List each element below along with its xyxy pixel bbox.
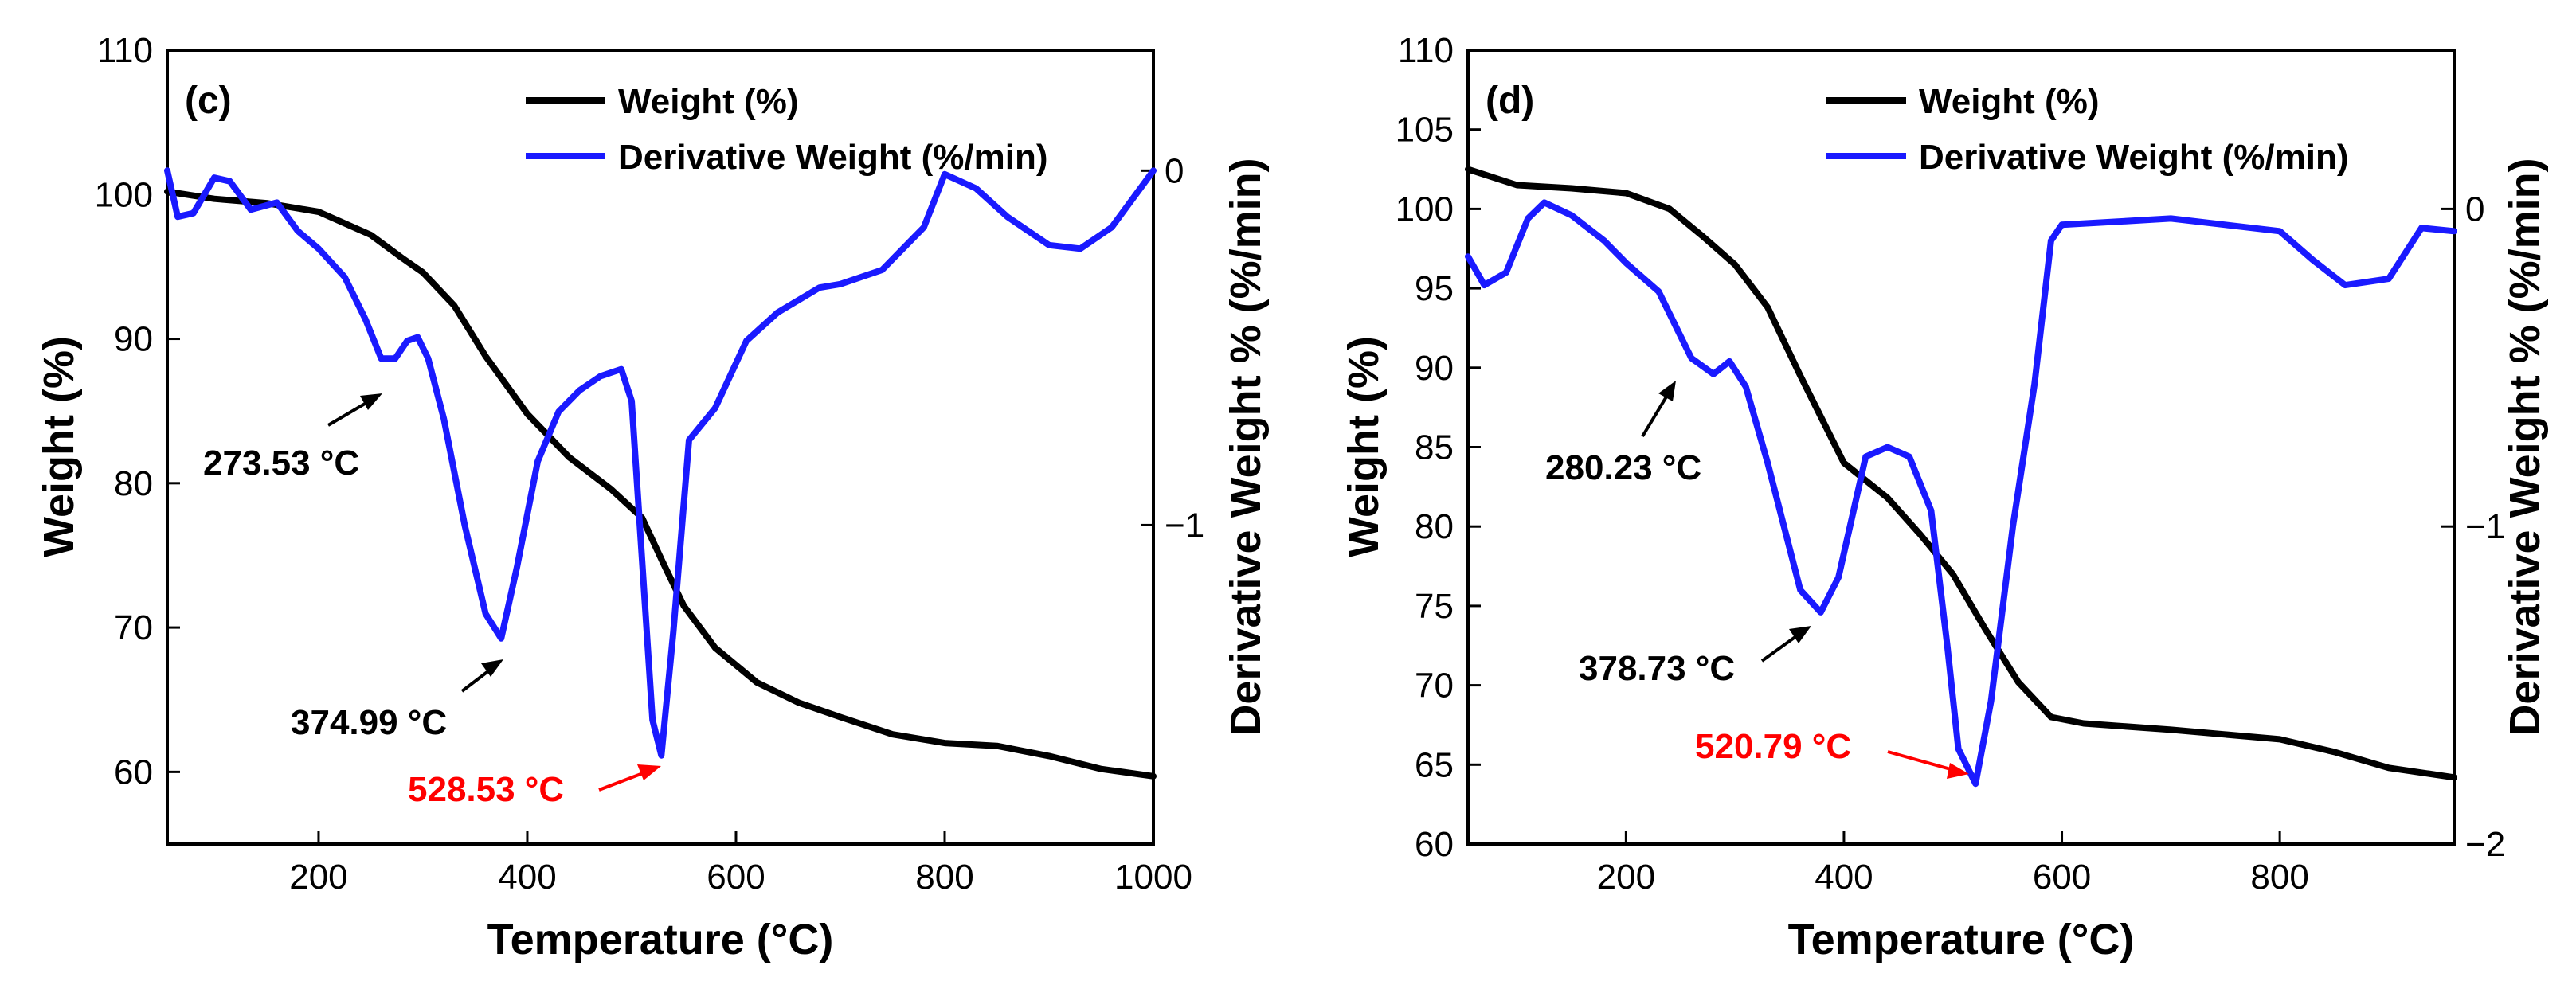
legend-d: Weight (%) Derivative Weight (%/min) [1826, 82, 2349, 177]
y-axis-label-d: Weight (%) [1340, 336, 1388, 557]
weight-curve-c [164, 188, 1157, 780]
x-tick-label-d-2: 600 [2033, 858, 2091, 897]
legend-c: Weight (%) Derivative Weight (%/min) [526, 82, 1048, 177]
peak-annotation-2-c: 374.99 °C [291, 703, 447, 742]
y2-axis-label-d: Derivative Weight % (%/min) [2501, 158, 2549, 735]
x-axis-c: 200 400 600 800 1000 [289, 831, 1192, 897]
y-axis-label-c: Weight (%) [35, 336, 83, 557]
y-tick-label-d-5: 85 [1415, 428, 1454, 467]
panel-label-c: (c) [185, 80, 232, 122]
y-tick-label-d-3: 75 [1415, 587, 1454, 626]
legend-label-derivative-c: Derivative Weight (%/min) [618, 138, 1048, 177]
y2-tick-label-c-0: 0 [1165, 151, 1184, 190]
legend-label-weight-c: Weight (%) [618, 82, 799, 121]
y2-tick-label-d-0: 0 [2465, 190, 2484, 229]
curves-d [1465, 166, 2457, 788]
y-axis-right-c: 0 −1 [1141, 151, 1204, 545]
y-tick-label-c-1: 70 [114, 608, 153, 647]
y2-axis-label-c: Derivative Weight % (%/min) [1222, 158, 1270, 735]
x-axis-label-c: Temperature (°C) [487, 916, 834, 964]
peak-arrowhead-3-d [1947, 763, 1969, 779]
weight-curve-d [1465, 166, 2457, 781]
peak-annotation-2-d: 378.73 °C [1579, 649, 1735, 688]
y-tick-label-c-0: 60 [114, 752, 153, 792]
y-tick-label-c-5: 110 [97, 31, 153, 70]
y-tick-label-c-4: 100 [95, 175, 153, 214]
y-tick-label-d-1: 65 [1415, 745, 1454, 784]
x-tick-label-d-0: 200 [1597, 858, 1655, 897]
y-tick-label-d-7: 95 [1415, 269, 1454, 308]
y-axis-left-d: 60 65 70 75 80 85 90 95 100 105 110 [1396, 31, 1481, 864]
y-tick-label-d-4: 80 [1415, 507, 1454, 546]
curves-c [164, 167, 1157, 780]
annotations-d: 280.23 °C 378.73 °C 520.79 °C [1545, 381, 1969, 779]
peak-annotation-1-d: 280.23 °C [1545, 448, 1701, 487]
peak-annotation-3-d: 520.79 °C [1695, 727, 1851, 766]
y-tick-label-d-10: 110 [1398, 31, 1454, 70]
derivative-curve-d [1465, 199, 2457, 788]
x-axis-d: 200 400 600 800 [1597, 831, 2309, 897]
peak-arrowhead-1-d [1658, 381, 1676, 401]
y-axis-right-d: 0 −1 −2 [2441, 190, 2505, 864]
y-tick-label-d-2: 70 [1415, 666, 1454, 706]
panel-d: 200 400 600 800 60 65 70 75 80 85 90 95 100 105 110 0… [1340, 31, 2549, 964]
x-tick-label-d-1: 400 [1815, 858, 1873, 897]
peak-arrow-1-d [1641, 389, 1672, 438]
y-tick-label-c-3: 90 [114, 320, 153, 359]
y-tick-label-c-2: 80 [114, 464, 153, 503]
y-tick-label-d-8: 100 [1396, 190, 1454, 229]
x-tick-label-c-1: 400 [498, 858, 556, 897]
y-tick-label-d-6: 90 [1415, 349, 1454, 388]
annotations-c: 273.53 °C 374.99 °C 528.53 °C [203, 393, 661, 809]
legend-label-weight-d: Weight (%) [1919, 82, 2100, 121]
legend-label-derivative-d: Derivative Weight (%/min) [1919, 138, 2349, 177]
y-tick-label-d-0: 60 [1415, 825, 1454, 864]
x-tick-label-d-3: 800 [2250, 858, 2308, 897]
peak-arrow-3-d [1887, 750, 1957, 772]
peak-arrowhead-2-d [1789, 626, 1811, 643]
peak-annotation-1-c: 273.53 °C [203, 444, 359, 483]
y2-tick-label-d-1: −1 [2465, 507, 2505, 546]
peak-arrowhead-1-c [360, 393, 382, 410]
derivative-curve-c [164, 167, 1157, 759]
plot-frame-c [166, 49, 1155, 846]
peak-annotation-3-c: 528.53 °C [408, 770, 564, 809]
panel-label-d: (d) [1486, 80, 1534, 122]
x-axis-label-d: Temperature (°C) [1788, 916, 2135, 964]
x-tick-label-c-4: 1000 [1114, 858, 1192, 897]
x-tick-label-c-3: 800 [915, 858, 973, 897]
x-tick-label-c-0: 200 [289, 858, 347, 897]
y2-tick-label-d-2: −2 [2465, 825, 2505, 864]
y2-tick-label-c-1: −1 [1165, 506, 1204, 545]
y-tick-label-d-9: 105 [1396, 111, 1454, 150]
peak-arrowhead-3-c [637, 764, 661, 780]
peak-arrowhead-2-c [481, 659, 503, 677]
x-tick-label-c-2: 600 [707, 858, 765, 897]
peak-arrow-3-c [598, 769, 650, 792]
